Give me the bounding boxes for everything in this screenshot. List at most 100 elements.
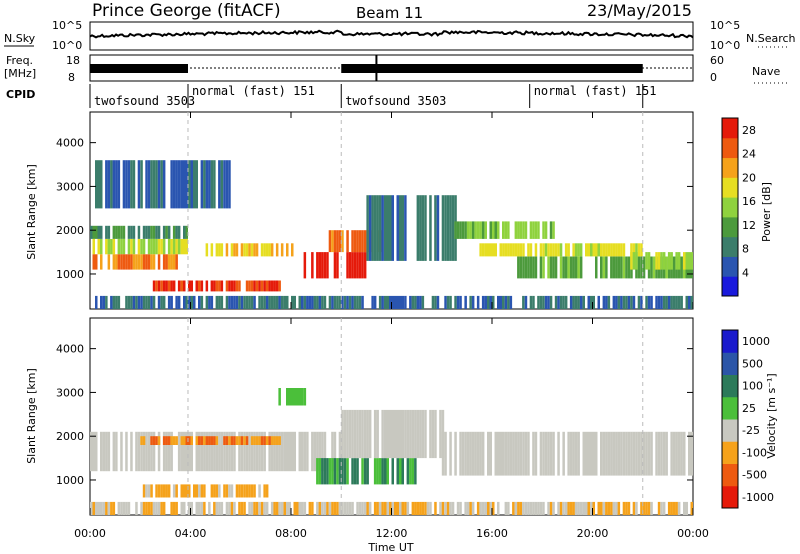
heatmap-cell (552, 256, 555, 279)
heatmap-cell (303, 431, 307, 472)
heatmap-cell (235, 436, 239, 445)
heatmap-cell (316, 431, 319, 472)
heatmap-cell (120, 254, 123, 270)
heatmap-cell (527, 256, 530, 279)
heatmap-cell (268, 280, 271, 292)
heatmap-cell (544, 431, 548, 476)
heatmap-cell (366, 458, 369, 485)
heatmap-cell (177, 295, 181, 309)
heatmap-cell (157, 239, 161, 255)
heatmap-cell (120, 431, 123, 472)
heatmap-cell (255, 243, 259, 257)
heatmap-cell (532, 501, 535, 515)
heatmap-cell (607, 243, 611, 257)
heatmap-cell (600, 431, 603, 476)
heatmap-cell (162, 225, 166, 239)
heatmap-cell (574, 295, 578, 309)
heatmap-cell (326, 458, 329, 485)
heatmap-cell (127, 239, 131, 255)
heatmap-cell (165, 484, 168, 498)
heatmap-cell (547, 501, 550, 515)
velocity-axes: 4000 3000 2000 1000 (56, 343, 693, 487)
heatmap-cell (301, 388, 304, 406)
heatmap-cell (602, 256, 606, 279)
heatmap-cell (218, 431, 221, 472)
heatmap-cell (190, 280, 194, 292)
heatmap-cell (150, 295, 153, 309)
velocity-colorbar-swatch (722, 330, 738, 353)
heatmap-cell (157, 160, 161, 209)
heatmap-cell (622, 243, 626, 257)
heatmap-cell (532, 295, 535, 309)
heatmap-cell (386, 195, 390, 261)
heatmap-cell (135, 254, 138, 270)
heatmap-cell (228, 280, 231, 292)
heatmap-cell (132, 254, 136, 270)
heatmap-cell (167, 225, 171, 239)
heatmap-cell (572, 501, 575, 515)
heatmap-cell (316, 295, 319, 309)
heatmap-cell (549, 295, 553, 309)
heatmap-cell (160, 484, 163, 498)
heatmap-cell (632, 501, 636, 515)
heatmap-cell (243, 484, 246, 498)
heatmap-cell (406, 458, 410, 485)
heatmap-cell (333, 501, 337, 515)
heatmap-cell (507, 501, 510, 515)
heatmap-cell (157, 484, 161, 498)
heatmap-cell (361, 409, 364, 459)
heatmap-cell (642, 256, 646, 279)
heatmap-cell (524, 295, 528, 309)
heatmap-cell (311, 431, 314, 472)
heatmap-cell (394, 409, 397, 459)
heatmap-cell (115, 254, 118, 270)
heatmap-cell (195, 501, 199, 515)
heatmap-cell (351, 295, 354, 309)
heatmap-cell (381, 195, 384, 261)
heatmap-cell (280, 501, 284, 515)
heatmap-cell (135, 431, 138, 472)
heatmap-cell (539, 243, 543, 257)
nave-tick-top: 60 (710, 54, 724, 67)
heatmap-cell (107, 501, 111, 515)
heatmap-cell (183, 280, 186, 292)
heatmap-cell (213, 484, 216, 498)
heatmap-cell (142, 225, 146, 239)
heatmap-cell (240, 484, 244, 498)
heatmap-cell (343, 458, 347, 485)
heatmap-cell (542, 256, 545, 279)
heatmap-cell (562, 501, 565, 515)
heatmap-cell (115, 225, 118, 239)
heatmap-cell (147, 431, 151, 472)
heatmap-cell (484, 221, 488, 239)
heatmap-cell (157, 254, 161, 270)
heatmap-cell (105, 501, 108, 515)
y-tick-label: 1000 (56, 474, 84, 487)
heatmap-cell (371, 195, 374, 261)
heatmap-cell (640, 243, 643, 257)
heatmap-cell (240, 436, 244, 445)
heatmap-cell (160, 280, 163, 292)
station-title: Prince George (fitACF) (92, 1, 281, 21)
velocity-colorbar-tick: 100 (742, 380, 763, 393)
heatmap-cell (195, 431, 199, 472)
heatmap-cell (208, 431, 211, 472)
cpid-segment-label: normal (fast) 151 (534, 84, 657, 98)
heatmap-cell (532, 221, 535, 239)
heatmap-cell (424, 409, 427, 459)
heatmap-cell (627, 295, 631, 309)
heatmap-cell (260, 501, 264, 515)
heatmap-cell (230, 484, 234, 498)
heatmap-cell (650, 501, 653, 515)
heatmap-cell (162, 501, 166, 515)
heatmap-cell (92, 431, 96, 472)
heatmap-cell (188, 280, 191, 292)
heatmap-cell (208, 436, 211, 445)
heatmap-cell (250, 243, 254, 257)
x-tick-label: 00:00 (74, 527, 106, 540)
heatmap-cell (220, 295, 224, 309)
heatmap-cell (258, 280, 261, 292)
heatmap-cell (225, 436, 229, 445)
heatmap-cell (670, 295, 673, 309)
heatmap-cell (421, 501, 425, 515)
